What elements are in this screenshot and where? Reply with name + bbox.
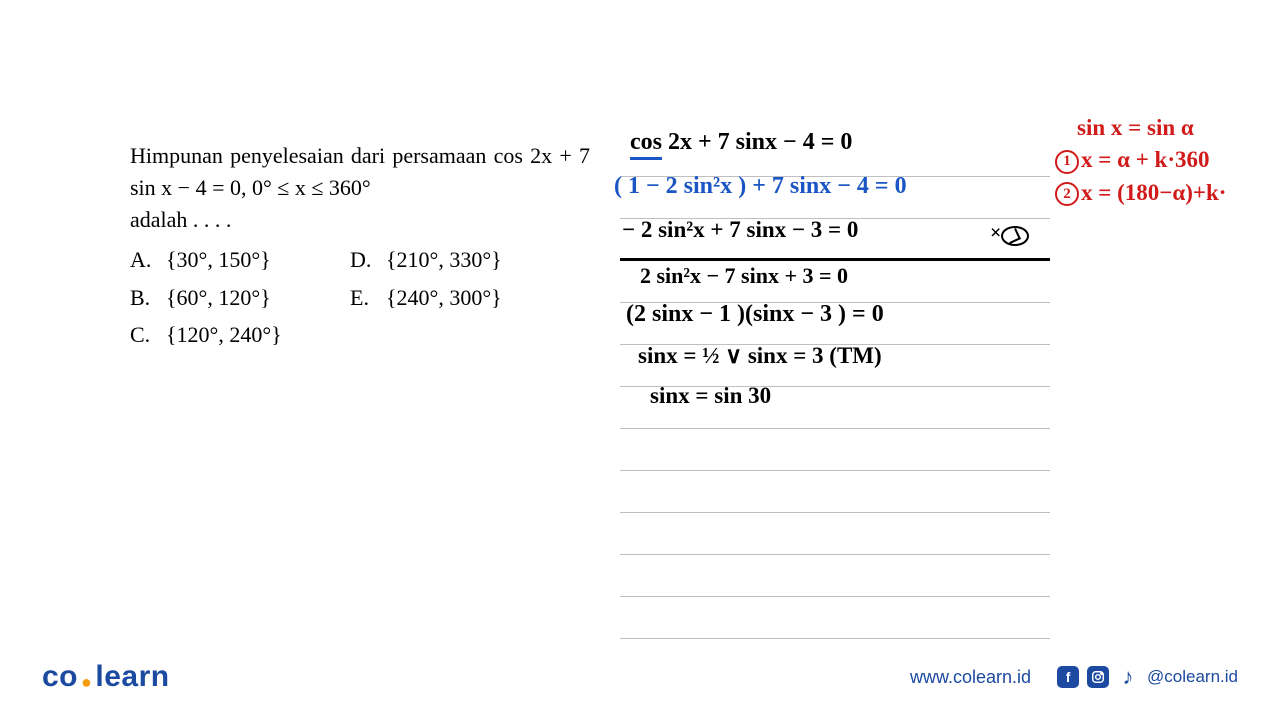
footer-handle: @colearn.id [1147, 667, 1238, 687]
logo-learn: learn [95, 660, 169, 693]
option-letter-b: B. [130, 282, 152, 314]
question-block: Himpunan penyelesaian dari persamaan cos… [130, 140, 590, 351]
logo: co●learn [42, 660, 170, 694]
option-value-a: {30°, 150°} [166, 244, 271, 276]
options-grid: A. {30°, 150°} D. {210°, 330°} B. {60°, … [130, 244, 590, 352]
work-line-6: sinx = ½ ∨ sinx = 3 (TM) [638, 343, 882, 369]
sidenote-3: 2x = (180−α)+k· [1055, 180, 1275, 207]
work-line-7: sinx = sin 30 [650, 383, 771, 409]
option-c: C. {120°, 240°} [130, 319, 350, 351]
option-letter-c: C. [130, 319, 152, 351]
socials: f ♪ @colearn.id [1057, 666, 1238, 688]
work-line-3-marker: × [990, 219, 1029, 245]
instagram-icon [1087, 666, 1109, 688]
logo-dot-icon: ● [81, 672, 92, 693]
facebook-icon: f [1057, 666, 1079, 688]
tiktok-icon: ♪ [1117, 666, 1139, 688]
option-b: B. {60°, 120°} [130, 282, 350, 314]
footer: co●learn www.colearn.id f ♪ @colearn.id [0, 660, 1280, 694]
side-notes: sin x = sin α 1x = α + k·360 2x = (180−α… [1055, 115, 1275, 206]
option-value-b: {60°, 120°} [166, 282, 271, 314]
work-line-4: 2 sin²x − 7 sinx + 3 = 0 [640, 263, 848, 289]
sidenote-2: 1x = α + k·360 [1055, 147, 1275, 174]
work-line-2: ( 1 − 2 sin²x ) + 7 sinx − 4 = 0 [614, 173, 907, 200]
work-line-5: (2 sinx − 1 )(sinx − 3 ) = 0 [626, 301, 884, 328]
work-line-1: cos 2x + 7 sinx − 4 = 0 [630, 129, 852, 160]
option-e: E. {240°, 300°} [350, 282, 570, 314]
option-letter-e: E. [350, 282, 372, 314]
option-d: D. {210°, 330°} [350, 244, 570, 276]
question-line3: adalah . . . . [130, 207, 231, 232]
logo-co: co [42, 660, 78, 693]
question-line1: Himpunan penyelesaian dari persamaan [130, 143, 486, 168]
footer-right: www.colearn.id f ♪ @colearn.id [910, 666, 1238, 688]
footer-url: www.colearn.id [910, 667, 1031, 688]
work-line-3: − 2 sin²x + 7 sinx − 3 = 0 [622, 217, 858, 243]
cos-underlined: cos [630, 129, 662, 160]
option-a: A. {30°, 150°} [130, 244, 350, 276]
question-prompt: Himpunan penyelesaian dari persamaan cos… [130, 140, 590, 236]
sidenote-1: sin x = sin α [1077, 115, 1275, 141]
circle-1-icon: 1 [1055, 150, 1079, 174]
option-value-e: {240°, 300°} [386, 282, 502, 314]
circle-2-icon: 2 [1055, 182, 1079, 206]
work-area: cos 2x + 7 sinx − 4 = 0 ( 1 − 2 sin²x ) … [620, 135, 1050, 639]
option-value-d: {210°, 330°} [386, 244, 502, 276]
option-letter-d: D. [350, 244, 372, 276]
option-letter-a: A. [130, 244, 152, 276]
oval-icon [1001, 226, 1029, 246]
option-value-c: {120°, 240°} [166, 319, 282, 351]
